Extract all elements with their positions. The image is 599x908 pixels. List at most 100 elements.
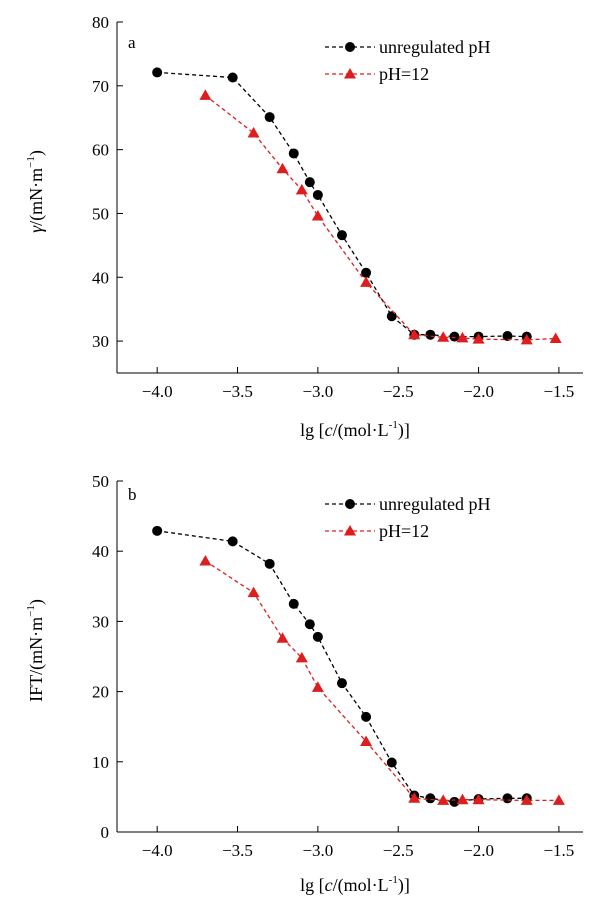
y-tick-label: 70 [92, 77, 109, 96]
data-point [520, 794, 533, 805]
x-tick-label: −1.5 [543, 382, 574, 401]
data-point [472, 793, 485, 805]
legend-label: unregulated pH [379, 494, 490, 514]
data-point [295, 183, 308, 195]
data-point [502, 793, 513, 804]
x-axis-title: lg [c/(mol·L-1)] [300, 874, 410, 896]
legend-marker [345, 499, 355, 509]
data-point [449, 796, 460, 807]
data-point [552, 794, 565, 805]
series-line [157, 71, 527, 338]
data-point [312, 189, 323, 200]
series-line [204, 94, 556, 341]
data-point [276, 162, 289, 174]
series-ph-12 [199, 89, 562, 345]
y-tick-label: 20 [92, 683, 109, 702]
data-point [425, 793, 436, 804]
x-tick-label: −4.0 [142, 841, 173, 860]
y-tick-label: 0 [101, 823, 110, 842]
data-point [386, 311, 397, 322]
y-tick-label: 50 [92, 204, 109, 223]
data-point [311, 210, 324, 221]
data-point [227, 72, 238, 83]
legend-entry: unregulated pH [325, 37, 490, 57]
data-point [408, 328, 421, 340]
series-line [157, 530, 527, 803]
legend-marker [344, 525, 356, 536]
data-point [456, 331, 469, 343]
data-point [295, 651, 308, 663]
legend-marker [345, 42, 355, 52]
data-point [549, 332, 562, 344]
data-point [502, 330, 513, 341]
legend-entry: pH=12 [325, 521, 429, 541]
panel-label: b [128, 485, 137, 504]
data-point [456, 793, 469, 805]
legend-entry: pH=12 [325, 64, 429, 84]
y-tick-label: 40 [92, 268, 109, 287]
data-point [227, 536, 238, 547]
y-tick-label: 10 [92, 753, 109, 772]
panel-label: a [128, 33, 136, 52]
legend-entry: unregulated pH [325, 494, 490, 514]
data-point [449, 331, 460, 342]
data-point [360, 735, 373, 746]
data-point [386, 757, 397, 768]
x-tick-label: −2.0 [463, 382, 494, 401]
data-point [408, 792, 421, 803]
data-point [437, 794, 450, 805]
x-tick-label: −2.0 [463, 841, 494, 860]
y-tick-label: 30 [92, 612, 109, 631]
data-point [336, 678, 347, 689]
series-ph-12 [199, 555, 565, 805]
y-tick-label: 50 [92, 472, 109, 491]
x-tick-label: −3.5 [222, 382, 253, 401]
legend-label: pH=12 [379, 521, 429, 541]
series-unregulated-ph [152, 525, 532, 807]
x-tick-label: −3.5 [222, 841, 253, 860]
y-tick-label: 60 [92, 141, 109, 160]
data-point [304, 177, 315, 188]
data-point [264, 558, 275, 569]
y-axis-title: γ/(mN·m−1) [25, 150, 47, 233]
data-point [304, 619, 315, 630]
x-axis-title: lg [c/(mol·L-1)] [300, 419, 410, 441]
data-point [288, 598, 299, 609]
data-point [361, 711, 372, 722]
x-tick-label: −3.0 [302, 382, 333, 401]
data-point [361, 267, 372, 278]
data-point [152, 67, 163, 78]
legend-label: pH=12 [379, 64, 429, 84]
chart-panel-a: −4.0 −3.5 −3.0 −2.5 −2.0 −1.5 30 40 50 60 70 80 lg [… [25, 13, 583, 441]
chart-panel-b: −4.0 −3.5 −3.0 −2.5 −2.0 −1.5 0 10 20 30 40 50 lg [c… [25, 472, 583, 896]
series-unregulated-ph [152, 67, 532, 342]
data-point [276, 632, 289, 643]
data-point [311, 681, 324, 692]
data-point [288, 148, 299, 159]
x-tick-label: −3.0 [302, 841, 333, 860]
data-point [312, 631, 323, 642]
data-point [199, 89, 212, 100]
x-tick-label: −1.5 [543, 841, 574, 860]
data-point [520, 333, 533, 345]
data-point [425, 329, 436, 340]
y-tick-label: 80 [92, 13, 109, 32]
y-tick-label: 30 [92, 332, 109, 351]
series-line [205, 560, 559, 802]
legend-marker [344, 68, 356, 79]
data-point [152, 525, 163, 536]
data-point [336, 230, 347, 241]
data-point [472, 333, 485, 344]
data-point [247, 586, 260, 598]
data-point [247, 127, 260, 138]
x-tick-label: −2.5 [383, 841, 414, 860]
data-point [199, 555, 212, 566]
x-tick-label: −2.5 [383, 382, 414, 401]
legend-label: unregulated pH [379, 37, 490, 57]
x-tick-label: −4.0 [142, 382, 173, 401]
y-tick-label: 40 [92, 542, 109, 561]
data-point [360, 276, 373, 287]
y-axis-title: IFT/(mN·m−1) [25, 599, 47, 702]
data-point [264, 112, 275, 123]
